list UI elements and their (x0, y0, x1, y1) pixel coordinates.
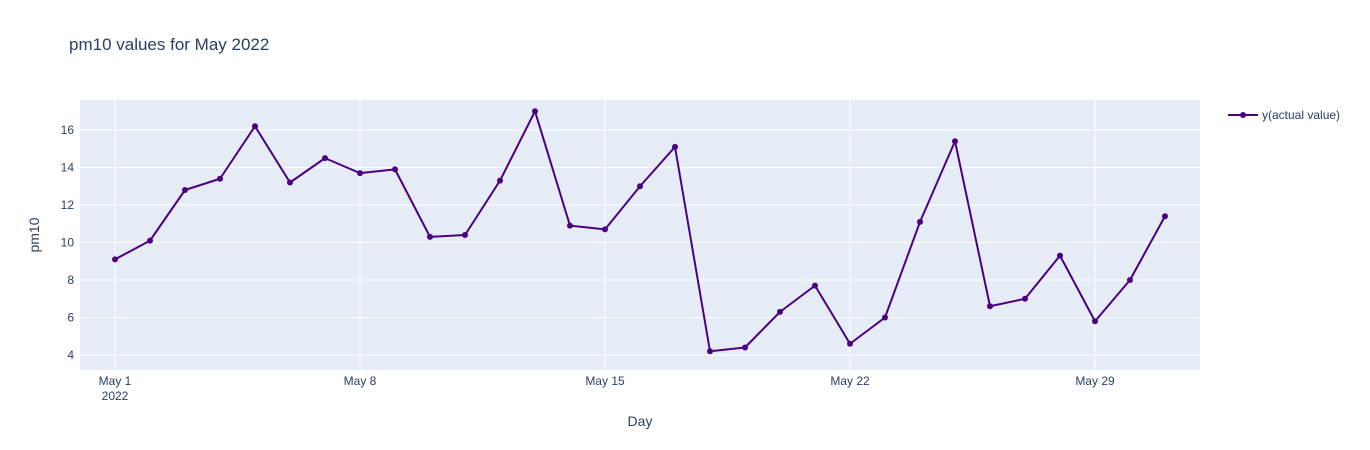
data-point[interactable] (987, 303, 993, 310)
data-point[interactable] (917, 218, 923, 225)
x-tick-label: May 8 (344, 374, 377, 388)
data-point[interactable] (567, 222, 573, 229)
data-point[interactable] (252, 123, 258, 130)
data-point[interactable] (602, 226, 608, 233)
data-point[interactable] (707, 348, 713, 355)
data-point[interactable] (742, 344, 748, 351)
y-tick-labels: 4 6 8 10 12 14 16 (61, 123, 75, 362)
data-point[interactable] (147, 237, 153, 244)
legend-marker (1240, 112, 1246, 118)
data-point[interactable] (497, 177, 503, 184)
data-point[interactable] (1092, 318, 1098, 325)
data-point[interactable] (322, 155, 328, 162)
x-axis-title: Day (628, 413, 653, 429)
data-point[interactable] (882, 314, 888, 321)
data-point[interactable] (112, 256, 118, 263)
y-tick-label: 6 (67, 311, 74, 325)
y-axis-title: pm10 (26, 217, 42, 252)
chart-title: pm10 values for May 2022 (69, 35, 269, 54)
data-point[interactable] (1162, 213, 1168, 220)
data-point[interactable] (287, 179, 293, 186)
data-point[interactable] (672, 143, 678, 150)
plot-area (80, 100, 1200, 370)
y-tick-label: 10 (61, 236, 75, 250)
data-point[interactable] (217, 175, 223, 182)
y-tick-label: 4 (67, 348, 74, 362)
data-point[interactable] (532, 108, 538, 115)
x-tick-label: May 1 (99, 374, 132, 388)
data-point[interactable] (637, 183, 643, 190)
y-tick-label: 12 (61, 198, 75, 212)
data-point[interactable] (357, 170, 363, 177)
series (112, 108, 1168, 355)
legend[interactable]: y(actual value) (1228, 108, 1340, 122)
data-point[interactable] (847, 340, 853, 347)
x-tick-label: May 22 (830, 374, 870, 388)
data-point[interactable] (392, 166, 398, 173)
data-point[interactable] (812, 282, 818, 289)
y-tick-label: 8 (67, 273, 74, 287)
data-point[interactable] (1127, 277, 1133, 283)
data-point[interactable] (952, 138, 958, 145)
y-tick-label: 16 (61, 123, 75, 137)
data-point[interactable] (1022, 295, 1028, 302)
grid (80, 100, 1200, 370)
x-tick-year-label: 2022 (102, 389, 129, 403)
data-point[interactable] (777, 308, 783, 315)
data-point[interactable] (427, 233, 433, 240)
y-tick-label: 14 (61, 161, 75, 175)
x-tick-label: May 29 (1075, 374, 1115, 388)
legend-label: y(actual value) (1262, 108, 1340, 122)
x-tick-label: May 15 (585, 374, 625, 388)
data-point[interactable] (182, 187, 188, 193)
data-point[interactable] (1057, 252, 1063, 259)
data-point[interactable] (462, 232, 468, 238)
